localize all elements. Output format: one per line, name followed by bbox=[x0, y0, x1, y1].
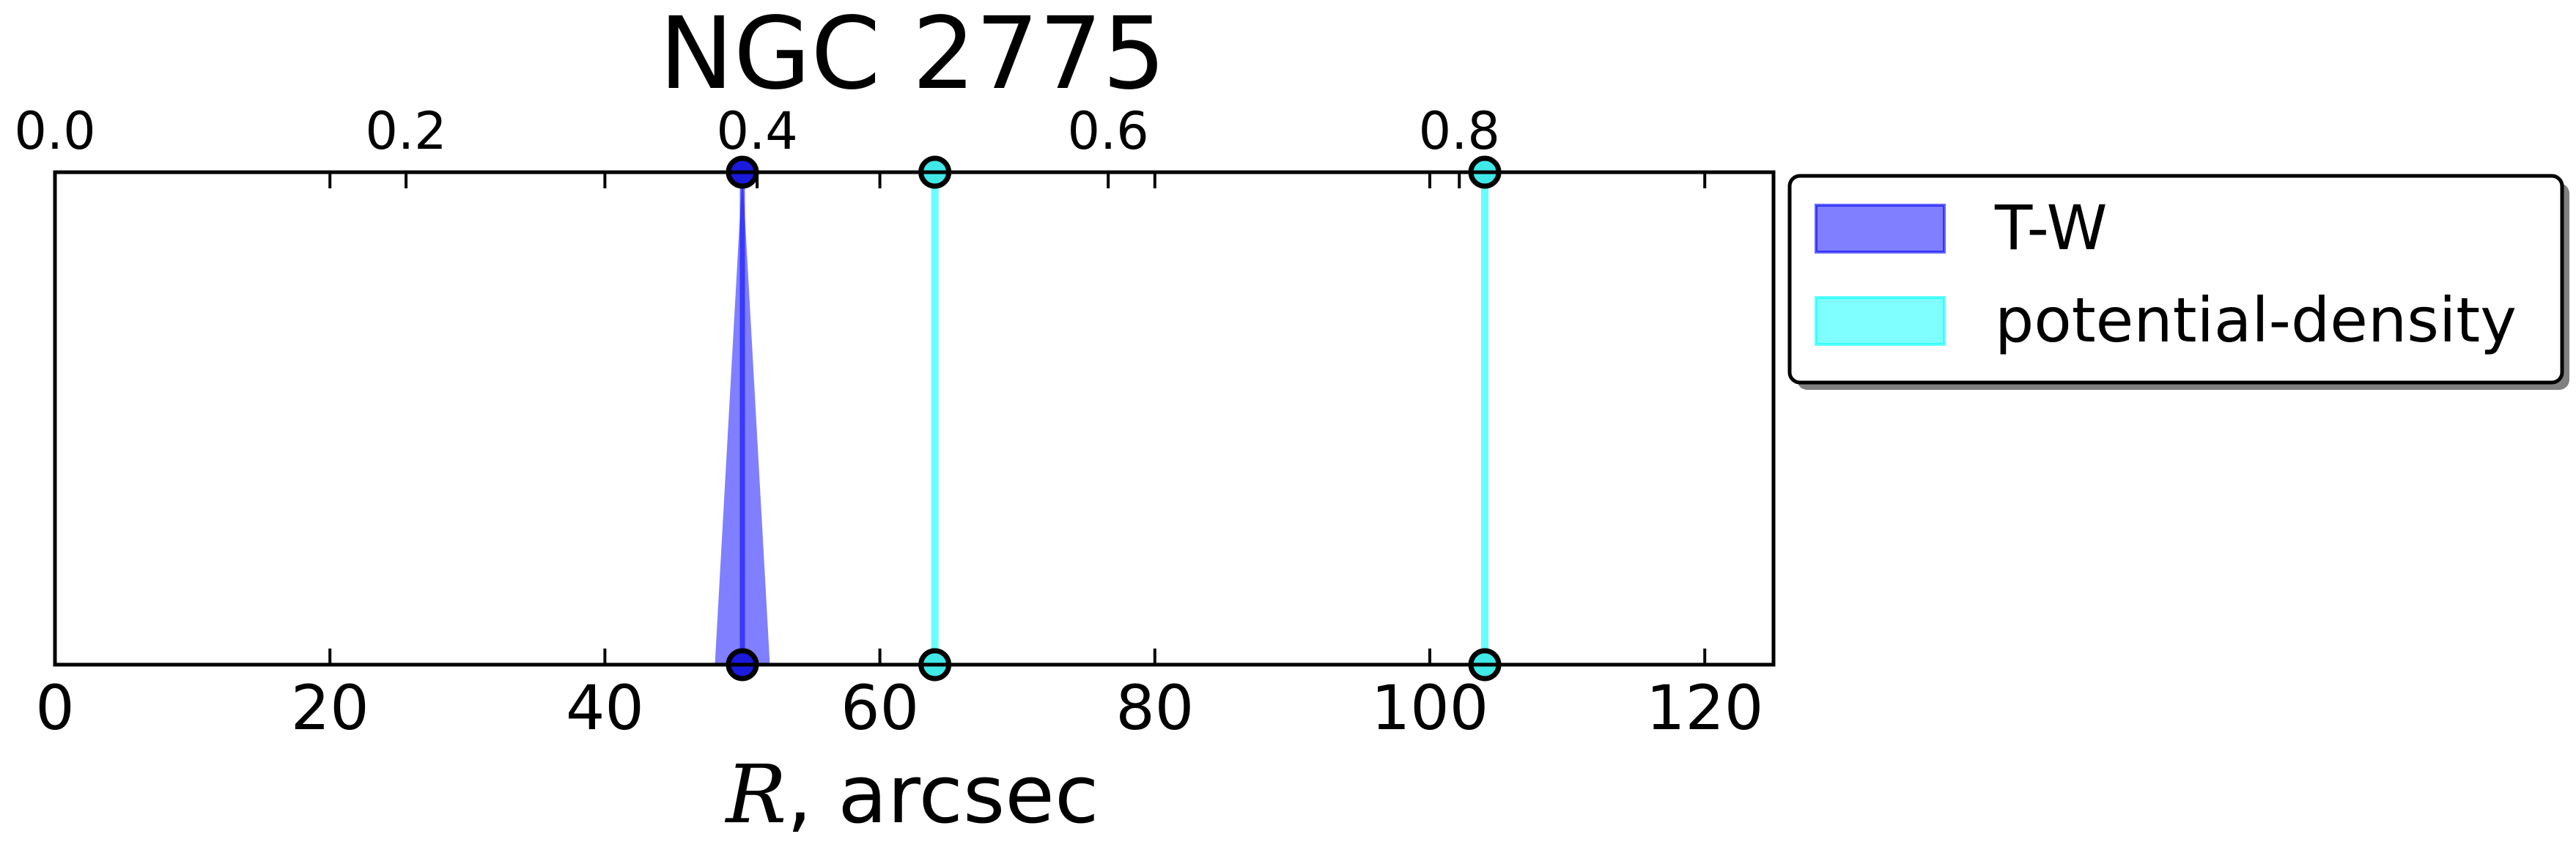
chart-title: NGC 2775 bbox=[659, 0, 1165, 112]
x-tick-label-5: 100 bbox=[1371, 672, 1488, 744]
x-axis-label-variable: R bbox=[725, 747, 787, 841]
legend: T-W potential-density bbox=[1787, 174, 2569, 390]
chart-marks bbox=[715, 155, 1502, 682]
top-tick-label-2: 0.4 bbox=[716, 101, 797, 161]
top-tick-label-1: 0.2 bbox=[365, 101, 446, 161]
top-tick-label-0: 0.0 bbox=[14, 101, 95, 161]
top-axis: 0.0 0.2 0.4 0.6 0.8 bbox=[14, 101, 1500, 188]
legend-label-tw: T-W bbox=[1994, 192, 2108, 264]
legend-box bbox=[1787, 174, 2564, 385]
x-tick-label-3: 60 bbox=[841, 672, 919, 744]
bottom-axis: 0 20 40 60 80 100 120 bbox=[35, 172, 1763, 744]
legend-swatch-tw bbox=[1815, 204, 1946, 254]
x-tick-label-4: 80 bbox=[1115, 672, 1194, 744]
legend-label-potential-density: potential-density bbox=[1995, 284, 2517, 356]
x-tick-label-6: 120 bbox=[1646, 672, 1763, 744]
x-axis-label-unit: , arcsec bbox=[786, 747, 1099, 841]
x-tick-label-2: 40 bbox=[566, 672, 644, 744]
plot-frame bbox=[53, 170, 1776, 667]
x-tick-label-1: 20 bbox=[291, 672, 369, 744]
legend-swatch-potential-density bbox=[1815, 296, 1946, 346]
x-tick-label-0: 0 bbox=[35, 672, 74, 744]
x-axis-label: R, arcsec bbox=[725, 747, 1099, 841]
top-tick-label-4: 0.8 bbox=[1419, 101, 1500, 161]
top-tick-label-3: 0.6 bbox=[1068, 101, 1149, 161]
